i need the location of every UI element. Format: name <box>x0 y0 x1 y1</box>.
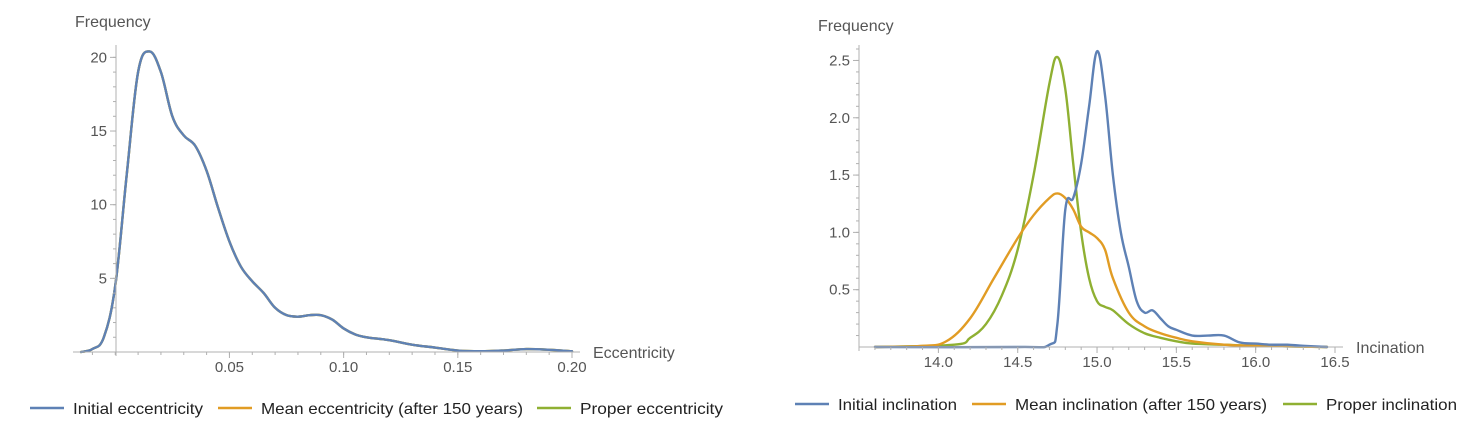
inclination-y-axis-title: Frequency <box>818 18 894 35</box>
inclination-x-tick-label: 14.0 <box>924 354 953 371</box>
legend-label: Initial eccentricity <box>73 401 203 418</box>
eccentricity-y-tick-label: 5 <box>99 270 107 287</box>
legend-item-mean-inclination: Mean inclination (after 150 years) <box>972 397 1267 414</box>
inclination-y-tick-label: 2.5 <box>829 52 850 69</box>
inclination-y-tick-label: 2.0 <box>829 110 850 127</box>
inclination-axes: 14.0 14.5 15.0 15.5 16.0 16.5 0.5 1.0 1.5 2.0 2.5 <box>829 45 1350 371</box>
legend-label: Mean eccentricity (after 150 years) <box>261 401 523 418</box>
inclination-x-tick-label: 15.5 <box>1162 354 1191 371</box>
legend-label: Proper inclination <box>1326 397 1457 414</box>
eccentricity-x-tick-label: 0.10 <box>329 359 358 376</box>
legend-item-initial-inclination: Initial inclination <box>795 397 957 414</box>
mean-eccentricity-line <box>79 50 574 354</box>
proper-inclination-line <box>873 55 1329 349</box>
eccentricity-y-tick-label: 10 <box>90 197 107 214</box>
inclination-x-tick-label: 16.5 <box>1320 354 1349 371</box>
legend-item-mean-eccentricity: Mean eccentricity (after 150 years) <box>218 401 523 418</box>
inclination-y-tick-label: 0.5 <box>829 282 850 299</box>
eccentricity-y-axis-title: Frequency <box>75 14 151 31</box>
initial-eccentricity-line <box>79 50 574 354</box>
inclination-x-tick-label: 16.0 <box>1241 354 1270 371</box>
eccentricity-x-tick-label: 0.20 <box>557 359 586 376</box>
eccentricity-x-axis-title: Eccentricity <box>593 345 675 362</box>
inclination-legend: Initial inclination Mean inclination (aft… <box>795 397 1457 414</box>
inclination-x-axis-title: Incination <box>1356 340 1425 357</box>
legend-item-proper-inclination: Proper inclination <box>1283 397 1457 414</box>
inclination-chart: 14.0 14.5 15.0 15.5 16.0 16.50.51.01.52.02.5 … <box>795 18 1457 414</box>
proper-eccentricity-line <box>79 50 574 354</box>
eccentricity-x-tick-label: 0.15 <box>443 359 472 376</box>
inclination-y-tick-label: 1.5 <box>829 167 850 184</box>
mean-inclination-line <box>873 192 1329 349</box>
legend-item-initial-eccentricity: Initial eccentricity <box>30 401 203 418</box>
eccentricity-series-layer <box>79 50 574 354</box>
legend-item-proper-eccentricity: Proper eccentricity <box>537 401 723 418</box>
eccentricity-x-tick-label: 0.05 <box>215 359 244 376</box>
legend-label: Initial inclination <box>838 397 957 414</box>
eccentricity-legend: Initial eccentricity Mean eccentricity (a… <box>30 401 723 418</box>
inclination-x-tick-label: 15.0 <box>1082 354 1111 371</box>
legend-label: Mean inclination (after 150 years) <box>1015 397 1267 414</box>
inclination-y-tick-label: 1.0 <box>829 224 850 241</box>
eccentricity-chart: 0.05 0.10 0.15 0.20 5 10 15 20 Frequency Eccent… <box>30 14 723 418</box>
eccentricity-y-tick-label: 15 <box>90 123 107 140</box>
initial-inclination-line <box>873 50 1329 349</box>
inclination-series-layer <box>873 50 1329 349</box>
legend-label: Proper eccentricity <box>580 401 723 418</box>
eccentricity-y-tick-label: 20 <box>90 49 107 66</box>
inclination-x-tick-label: 14.5 <box>1003 354 1032 371</box>
eccentricity-axes: 0.05 0.10 0.15 0.20 5 10 15 20 <box>73 45 587 376</box>
